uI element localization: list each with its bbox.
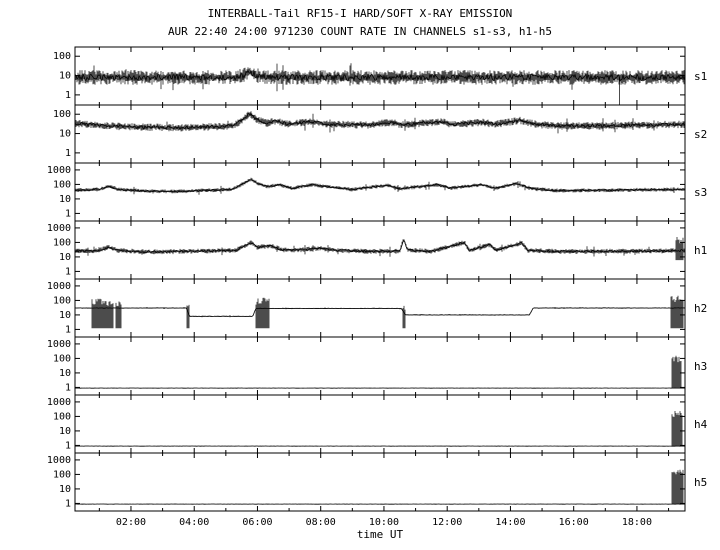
svg-text:h1: h1 [694,244,707,257]
svg-text:1: 1 [65,382,71,393]
svg-text:10: 10 [59,194,71,205]
svg-text:02:00: 02:00 [116,517,146,528]
svg-text:s1: s1 [694,70,707,83]
svg-text:1: 1 [65,440,71,451]
svg-text:1000: 1000 [47,165,71,176]
svg-text:1000: 1000 [47,339,71,350]
svg-text:1000: 1000 [47,397,71,408]
x-axis-label: time UT [356,528,404,541]
svg-text:100: 100 [53,469,71,480]
svg-text:s3: s3 [694,186,707,199]
chart-subtitle: AUR 22:40 24:00 971230 COUNT RATE IN CHA… [167,25,553,38]
svg-text:1000: 1000 [47,455,71,466]
svg-text:1: 1 [65,498,71,509]
svg-text:1: 1 [65,208,71,219]
svg-text:100: 100 [53,237,71,248]
svg-text:10: 10 [59,129,71,140]
svg-text:1000: 1000 [47,281,71,292]
svg-text:08:00: 08:00 [306,517,336,528]
svg-text:06:00: 06:00 [242,517,272,528]
svg-text:100: 100 [53,295,71,306]
svg-text:10: 10 [59,71,71,82]
svg-text:16:00: 16:00 [559,517,589,528]
svg-text:h4: h4 [694,418,708,431]
svg-text:100: 100 [53,109,71,120]
svg-text:10: 10 [59,252,71,263]
svg-text:s2: s2 [694,128,707,141]
svg-text:100: 100 [53,411,71,422]
svg-text:10:00: 10:00 [369,517,399,528]
svg-text:h3: h3 [694,360,707,373]
svg-text:100: 100 [53,51,71,62]
svg-text:100: 100 [53,179,71,190]
svg-text:h2: h2 [694,302,707,315]
svg-text:04:00: 04:00 [179,517,209,528]
svg-text:10: 10 [59,368,71,379]
svg-text:10: 10 [59,426,71,437]
svg-text:1000: 1000 [47,223,71,234]
svg-text:10: 10 [59,310,71,321]
svg-text:1: 1 [65,148,71,159]
svg-text:1: 1 [65,324,71,335]
svg-text:100: 100 [53,353,71,364]
svg-text:18:00: 18:00 [622,517,652,528]
svg-text:10: 10 [59,484,71,495]
svg-text:14:00: 14:00 [495,517,525,528]
svg-text:1: 1 [65,266,71,277]
svg-text:h5: h5 [694,476,707,489]
chart-title: INTERBALL-Tail RF15-I HARD/SOFT X-RAY EM… [207,7,513,20]
svg-text:12:00: 12:00 [432,517,462,528]
svg-text:1: 1 [65,90,71,101]
